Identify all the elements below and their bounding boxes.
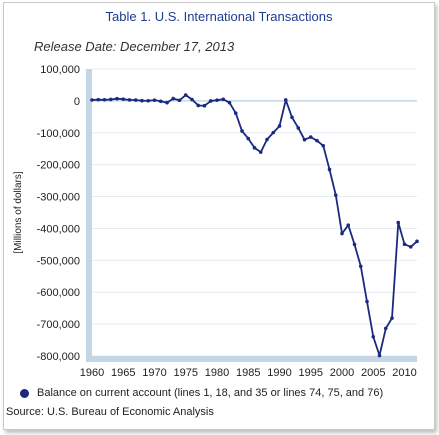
- x-tick-label: 1960: [80, 367, 104, 379]
- data-point: [371, 335, 376, 339]
- y-tick-label: -700,000: [37, 319, 80, 331]
- data-point: [146, 98, 151, 103]
- x-tick-label: 2000: [330, 367, 354, 379]
- data-point: [396, 220, 401, 225]
- source-note: Source: U.S. Bureau of Economic Analysis: [6, 406, 214, 418]
- data-point: [271, 130, 276, 135]
- data-point: [171, 96, 176, 101]
- y-tick-label: -600,000: [37, 287, 80, 299]
- legend-marker-icon: [20, 388, 29, 398]
- data-point: [140, 98, 144, 103]
- release-date: Release Date: December 17, 2013: [34, 39, 235, 54]
- data-point: [133, 98, 138, 102]
- y-axis-bar: [86, 69, 92, 356]
- y-tick-label: -800,000: [37, 351, 80, 363]
- data-point: [265, 137, 269, 142]
- data-point: [352, 242, 357, 247]
- data-point: [327, 167, 332, 172]
- x-tick-label: 2010: [392, 367, 416, 379]
- x-tick-label: 1995: [299, 367, 323, 379]
- data-point: [102, 98, 107, 102]
- y-tick-label: -500,000: [37, 255, 80, 267]
- data-point: [296, 126, 301, 130]
- data-point: [283, 98, 288, 102]
- data-point: [333, 193, 338, 197]
- data-point: [358, 264, 363, 269]
- data-point: [240, 129, 244, 133]
- y-axis-label: [Millions of dollars]: [13, 171, 24, 253]
- data-point: [315, 138, 319, 143]
- data-point: [277, 124, 282, 128]
- x-tick-label: 2005: [361, 367, 385, 379]
- data-point: [215, 98, 219, 102]
- data-point: [183, 93, 188, 97]
- chart-title: Table 1. U.S. International Transactions: [105, 9, 333, 24]
- data-point: [302, 137, 307, 142]
- data-point: [221, 97, 226, 102]
- data-point: [127, 98, 132, 102]
- legend-entry: Balance on current account (lines 1, 18,…: [37, 387, 384, 399]
- data-point: [190, 97, 194, 102]
- data-point: [258, 150, 263, 154]
- y-tick-label: 100,000: [40, 64, 80, 76]
- data-point: [233, 111, 238, 116]
- x-tick-label: 1970: [142, 367, 166, 379]
- data-point: [365, 299, 369, 304]
- x-tick-label: 1965: [111, 367, 135, 379]
- data-point: [158, 99, 163, 104]
- x-axis-bar: [86, 356, 417, 362]
- data-point: [196, 103, 201, 108]
- y-tick-label: 0: [74, 96, 80, 108]
- data-point: [121, 97, 126, 101]
- data-point: [340, 231, 344, 236]
- data-point: [202, 103, 207, 108]
- data-point: [383, 326, 388, 331]
- x-tick-label: 1975: [174, 367, 198, 379]
- data-point: [227, 100, 232, 105]
- data-point: [308, 135, 313, 139]
- y-tick-label: -300,000: [37, 192, 80, 204]
- legend: Balance on current account (lines 1, 18,…: [20, 387, 383, 399]
- data-point: [377, 353, 382, 358]
- data-point: [165, 100, 169, 105]
- data-point: [402, 242, 407, 247]
- data-point: [321, 143, 326, 148]
- y-tick-label: -100,000: [37, 128, 80, 140]
- y-tick-label: -200,000: [37, 160, 80, 172]
- data-point: [246, 136, 251, 141]
- data-point: [115, 96, 119, 101]
- data-point: [415, 239, 419, 244]
- data-point: [290, 115, 294, 120]
- data-point: [252, 146, 257, 150]
- data-point: [346, 223, 351, 227]
- data-point: [208, 99, 213, 103]
- data-point: [108, 97, 113, 102]
- data-point: [177, 98, 182, 103]
- data-point: [152, 98, 157, 102]
- x-tick-label: 1985: [236, 367, 260, 379]
- plot-area: [92, 69, 417, 356]
- data-point: [390, 316, 394, 320]
- data-point: [408, 245, 413, 249]
- y-tick-label: -400,000: [37, 223, 80, 235]
- x-tick-label: 1980: [205, 367, 229, 379]
- data-point: [96, 97, 101, 102]
- x-tick-label: 1990: [267, 367, 291, 379]
- data-point: [90, 98, 94, 102]
